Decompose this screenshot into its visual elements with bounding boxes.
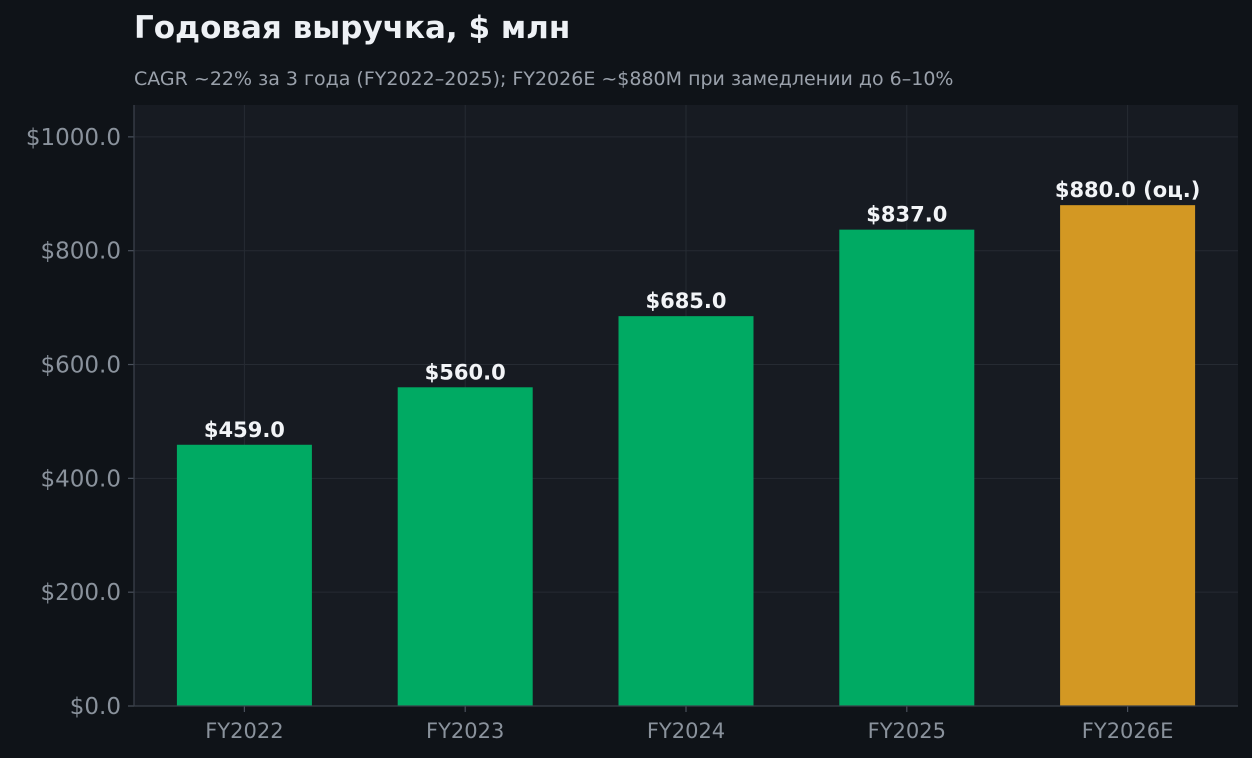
bars (176, 205, 1196, 706)
x-tick-label: FY2024 (647, 719, 725, 743)
x-tick-label: FY2022 (205, 719, 283, 743)
data-label: $459.0 (204, 418, 285, 442)
data-label: $880.0 (оц.) (1055, 178, 1201, 202)
y-tick-label: $200.0 (41, 580, 121, 606)
axes: $0.0 $200.0 $400.0 $600.0 $800.0 $1000.0 FY202… (26, 105, 1238, 743)
x-tick-label: FY2025 (868, 719, 946, 743)
y-tick-label: $600.0 (41, 353, 121, 379)
bar (839, 229, 975, 706)
y-tick-label: $800.0 (41, 239, 121, 265)
bar-estimate (1060, 205, 1196, 706)
bar (618, 316, 754, 706)
data-label: $685.0 (645, 289, 726, 313)
data-label: $837.0 (866, 203, 947, 227)
x-tick-label: FY2023 (426, 719, 504, 743)
bar (176, 444, 312, 706)
data-label: $560.0 (425, 360, 506, 384)
labels: $459.0 $560.0 $685.0 $837.0 $880.0 (оц.) (204, 178, 1200, 442)
chart-subtitle: CAGR ~22% за 3 года (FY2022–2025); FY202… (134, 68, 953, 90)
bar (397, 387, 533, 706)
x-tick-label: FY2026E (1082, 719, 1174, 743)
y-tick-label: $400.0 (41, 466, 121, 492)
y-tick-label: $1000.0 (26, 125, 121, 151)
chart-title: Годовая выручка, $ млн (134, 10, 570, 46)
y-tick-label: $0.0 (70, 694, 121, 720)
